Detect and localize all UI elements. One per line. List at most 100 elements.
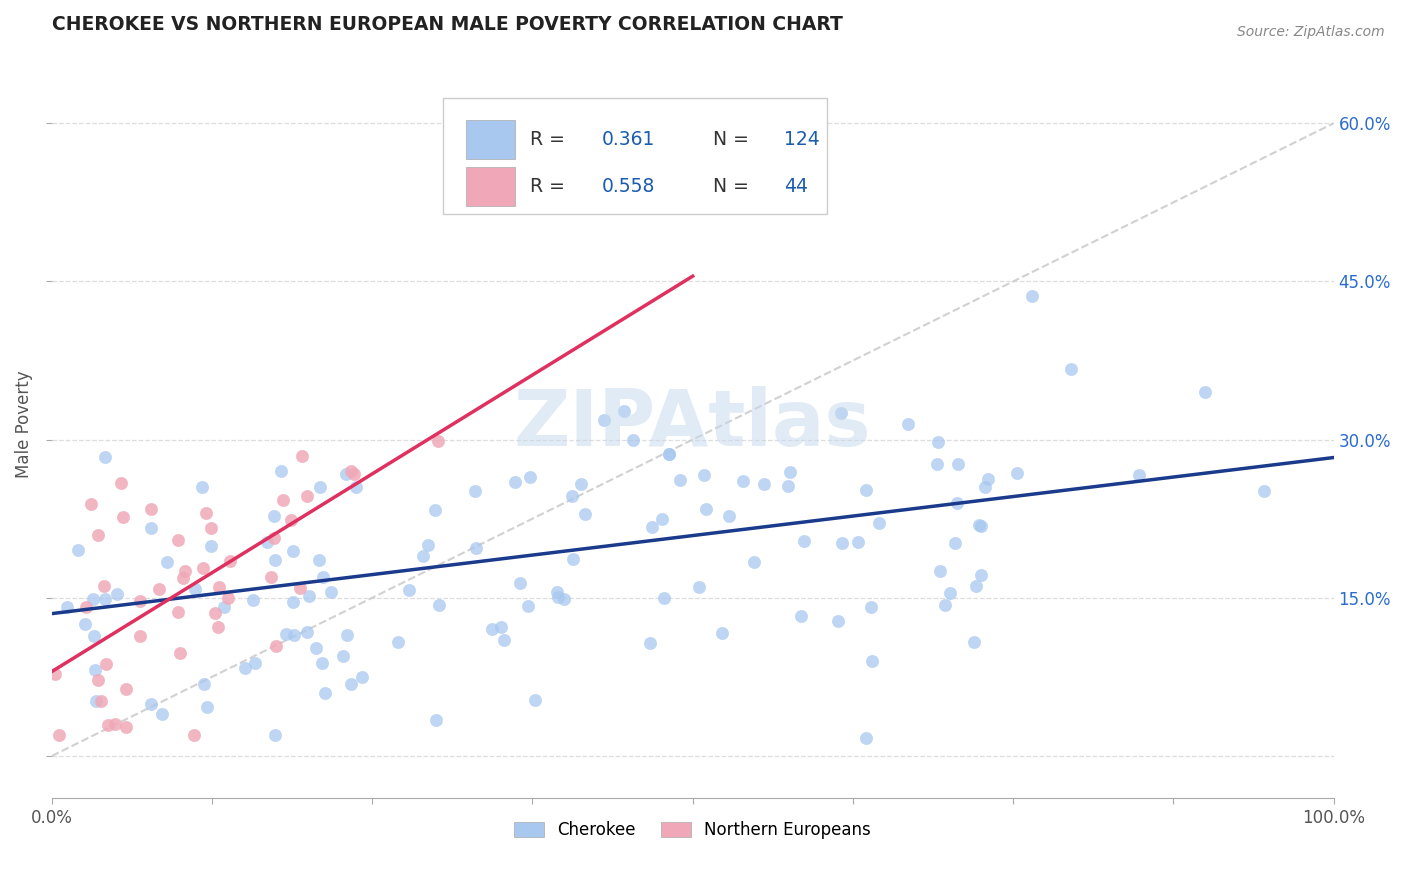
Point — [75, 600, 97, 615]
Point — [669, 473, 692, 487]
Point — [489, 619, 512, 633]
Point — [848, 535, 870, 549]
Point — [553, 591, 575, 606]
Point — [94, 592, 117, 607]
Point — [256, 535, 278, 549]
Point — [658, 447, 681, 461]
Point — [217, 591, 239, 605]
Point — [139, 521, 162, 535]
Point — [710, 626, 733, 640]
Point — [87, 673, 110, 687]
Point — [84, 663, 107, 677]
Point — [860, 600, 883, 615]
Point — [593, 413, 616, 427]
Point — [139, 697, 162, 711]
Point — [340, 464, 363, 478]
Point — [260, 570, 283, 584]
Point — [927, 457, 949, 471]
Point — [305, 640, 328, 655]
Point — [426, 434, 449, 448]
Point — [561, 489, 583, 503]
Text: 124: 124 — [783, 130, 820, 149]
Point — [93, 579, 115, 593]
Point — [340, 677, 363, 691]
Point — [776, 479, 799, 493]
Point — [105, 587, 128, 601]
Point — [524, 693, 547, 707]
Text: CHEROKEE VS NORTHERN EUROPEAN MALE POVERTY CORRELATION CHART: CHEROKEE VS NORTHERN EUROPEAN MALE POVER… — [52, 15, 842, 34]
Point — [114, 720, 136, 734]
Point — [129, 593, 152, 607]
Point — [212, 599, 235, 614]
Point — [977, 472, 1000, 486]
Point — [974, 480, 997, 494]
Point — [855, 483, 877, 498]
FancyBboxPatch shape — [465, 167, 515, 206]
Point — [790, 609, 813, 624]
Point — [481, 623, 503, 637]
Point — [183, 582, 205, 596]
Point — [281, 544, 304, 558]
Point — [638, 635, 661, 649]
Point — [946, 457, 969, 471]
Point — [938, 586, 960, 600]
Point — [464, 483, 486, 498]
Point — [309, 480, 332, 494]
Point — [219, 554, 242, 568]
Point — [963, 635, 986, 649]
Point — [427, 598, 450, 612]
Point — [94, 657, 117, 671]
Point — [270, 464, 292, 478]
Point — [183, 728, 205, 742]
Point — [398, 582, 420, 597]
Point — [658, 447, 681, 461]
Point — [191, 481, 214, 495]
Point — [204, 606, 226, 620]
Point — [562, 551, 585, 566]
Point — [156, 555, 179, 569]
Point — [1194, 385, 1216, 400]
Point — [1128, 468, 1150, 483]
Point — [280, 513, 302, 527]
Point — [425, 714, 447, 728]
Text: R =: R = — [530, 177, 565, 196]
Point — [112, 510, 135, 524]
Point — [84, 694, 107, 708]
Point — [67, 542, 90, 557]
Point — [110, 476, 132, 491]
Point — [150, 707, 173, 722]
Point — [494, 632, 516, 647]
Point — [827, 614, 849, 628]
Point — [245, 657, 267, 671]
Point — [946, 496, 969, 510]
Text: 44: 44 — [783, 177, 807, 196]
Point — [830, 406, 852, 420]
FancyBboxPatch shape — [465, 120, 515, 159]
Point — [167, 533, 190, 548]
Point — [321, 585, 343, 599]
Y-axis label: Male Poverty: Male Poverty — [15, 370, 32, 477]
Point — [793, 534, 815, 549]
Point — [335, 467, 357, 481]
Point — [742, 555, 765, 569]
Point — [129, 629, 152, 643]
Point — [862, 654, 884, 668]
Point — [207, 620, 229, 634]
Point — [271, 493, 294, 508]
Point — [80, 497, 103, 511]
Point — [1253, 483, 1275, 498]
Point — [314, 686, 336, 700]
Text: 0.558: 0.558 — [602, 177, 655, 196]
Point — [464, 541, 486, 555]
Point — [503, 475, 526, 490]
Point — [509, 576, 531, 591]
FancyBboxPatch shape — [443, 98, 827, 214]
Point — [343, 467, 366, 481]
Point — [731, 474, 754, 488]
Point — [276, 626, 298, 640]
Point — [855, 731, 877, 745]
Point — [87, 528, 110, 542]
Text: 0.361: 0.361 — [602, 130, 655, 149]
Point — [291, 449, 314, 463]
Point — [288, 581, 311, 595]
